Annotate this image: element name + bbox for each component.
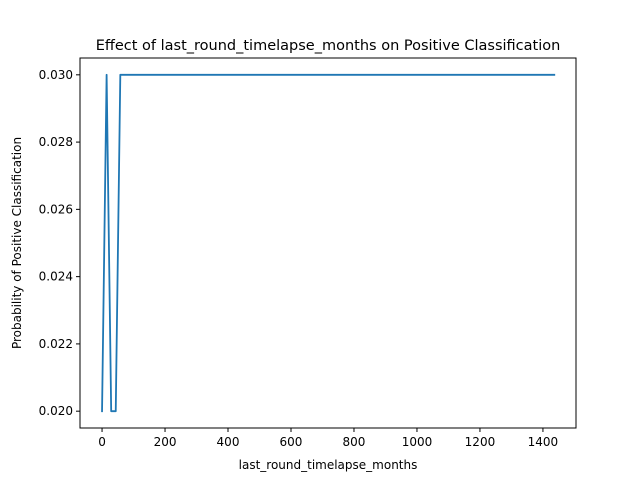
- x-tick-label: 400: [217, 435, 240, 449]
- y-tick-label: 0.024: [39, 270, 73, 284]
- plot-area: [101, 73, 556, 413]
- y-tick-label: 0.030: [39, 68, 73, 82]
- x-tick-label: 1400: [528, 435, 559, 449]
- x-tick-label: 600: [280, 435, 303, 449]
- y-axis-label: Probability of Positive Classification: [10, 137, 24, 349]
- x-tick-label: 0: [98, 435, 106, 449]
- y-tick-label: 0.020: [39, 404, 73, 418]
- x-tick-label: 800: [343, 435, 366, 449]
- axes-frame: [79, 57, 577, 429]
- y-tick-label: 0.022: [39, 337, 73, 351]
- x-tick-label: 1200: [465, 435, 496, 449]
- x-axis-ticks: 0 200 400 600 800 1000 1200 1400: [98, 428, 558, 449]
- x-axis-label: last_round_timelapse_months: [239, 458, 418, 472]
- y-axis-ticks: 0.020 0.022 0.024 0.026 0.028 0.030: [39, 68, 80, 418]
- x-tick-label: 1000: [402, 435, 433, 449]
- y-tick-label: 0.028: [39, 135, 73, 149]
- y-tick-label: 0.026: [39, 202, 73, 216]
- series-line: [101, 73, 556, 413]
- chart-title: Effect of last_round_timelapse_months on…: [96, 38, 561, 54]
- x-tick-label: 200: [154, 435, 177, 449]
